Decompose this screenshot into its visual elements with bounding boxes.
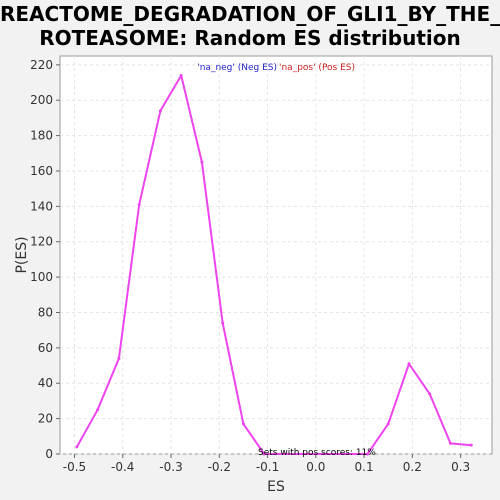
data-point <box>365 452 369 456</box>
x-tick-label: 0.0 <box>306 460 325 474</box>
x-tick-label: 0.2 <box>403 460 422 474</box>
y-tick-label: 220 <box>30 58 53 72</box>
legend-neg-label: 'na_neg' (Neg ES) <box>197 63 277 73</box>
x-axis-label: ES <box>267 479 285 495</box>
x-tick-label: -0.2 <box>208 460 231 474</box>
legend-pos-label: 'na_pos' (Pos ES) <box>279 63 355 73</box>
x-tick-label: -0.3 <box>159 460 182 474</box>
data-point <box>200 160 204 164</box>
data-point <box>448 441 452 445</box>
y-tick-label: 0 <box>45 447 53 461</box>
x-axis-ticks: -0.5 -0.4 -0.3 -0.2 -0.1 0.0 0.1 0.2 0.3 <box>63 454 470 474</box>
plot-area <box>59 55 493 455</box>
data-point <box>117 356 121 360</box>
y-tick-label: 140 <box>30 199 53 213</box>
x-tick-label: 0.3 <box>451 460 470 474</box>
data-point <box>221 321 225 325</box>
y-tick-label: 20 <box>38 412 53 426</box>
y-tick-label: 160 <box>30 164 53 178</box>
x-tick-label: -0.4 <box>111 460 134 474</box>
series-line <box>76 74 472 455</box>
y-axis-ticks: 0 20 40 60 80 100 120 140 160 180 200 220 <box>30 58 60 461</box>
y-tick-label: 60 <box>38 341 53 355</box>
data-point <box>96 408 100 412</box>
data-point <box>407 362 411 366</box>
data-point <box>386 422 390 426</box>
chart-title-line-1: REACTOME_DEGRADATION_OF_GLI1_BY_THE_P <box>0 2 500 26</box>
y-tick-label: 80 <box>38 305 53 319</box>
y-tick-label: 180 <box>30 129 53 143</box>
data-point <box>137 203 141 207</box>
data-point <box>428 392 432 396</box>
y-tick-label: 100 <box>30 270 53 284</box>
y-tick-label: 200 <box>30 93 53 107</box>
x-tick-label: 0.1 <box>355 460 374 474</box>
data-point <box>75 445 79 449</box>
series-group <box>75 73 473 456</box>
data-point <box>469 443 473 447</box>
y-axis-label: P(ES) <box>14 236 30 273</box>
data-point <box>179 73 183 77</box>
chart-title: REACTOME_DEGRADATION_OF_GLI1_BY_THE_P RO… <box>0 2 500 50</box>
data-point <box>158 109 162 113</box>
x-tick-label: -0.1 <box>256 460 279 474</box>
data-point <box>241 422 245 426</box>
data-point <box>262 452 266 456</box>
x-tick-label: -0.5 <box>63 460 86 474</box>
pos-scores-annotation: Sets with pos scores: 11% <box>258 448 376 458</box>
y-tick-label: 120 <box>30 235 53 249</box>
chart-title-line-2: ROTEASOME: Random ES distribution <box>39 26 461 50</box>
y-tick-label: 40 <box>38 376 53 390</box>
grid-lines <box>60 56 492 455</box>
